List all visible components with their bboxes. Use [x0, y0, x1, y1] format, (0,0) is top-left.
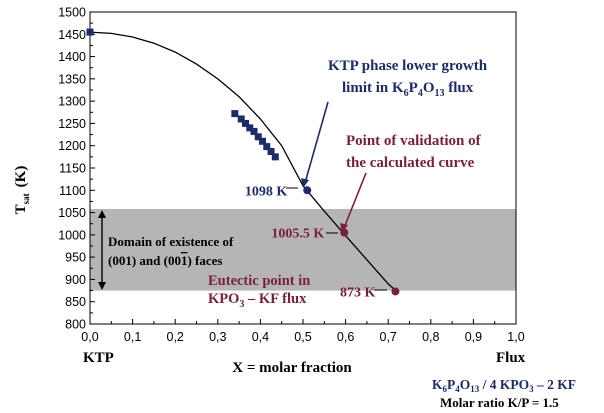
flux-composition: K6P4O13 / 4 KPO3 – 2 KF: [432, 377, 576, 394]
x-tick-label: 0,8: [422, 330, 439, 344]
validation-line2: the calculated curve: [346, 155, 475, 171]
y-tick-label: 1150: [59, 162, 86, 176]
ktp-limit-line2: limit in K6P4O13 flux: [342, 80, 474, 99]
ktp-limit-line1: KTP phase lower growth: [328, 58, 488, 74]
key-point-label-1098: 1098 K: [245, 184, 288, 199]
eutectic-line2: KPO3 – KF flux: [208, 291, 307, 310]
x-tick-label: 1,0: [507, 330, 524, 344]
data-point: [237, 115, 245, 123]
eutectic-line1: Eutectic point in: [208, 273, 310, 289]
validation-arrowhead: [340, 223, 348, 233]
y-tick-label: 1000: [58, 228, 86, 242]
key-point: [391, 287, 400, 296]
domain-band: [90, 209, 516, 291]
domain-line2: (001) and (001) faces: [108, 253, 222, 268]
validation-line1: Point of validation of: [346, 133, 482, 149]
y-tick-label: 1450: [58, 28, 86, 42]
data-point: [263, 143, 271, 151]
x-end-left-label: KTP: [83, 350, 114, 366]
data-point: [259, 137, 267, 145]
x-tick-label: 0,7: [380, 330, 397, 344]
x-tick-label: 0,1: [124, 330, 141, 344]
data-point: [250, 127, 258, 135]
x-tick-label: 0,4: [252, 330, 269, 344]
domain-arrow-bottom: [98, 282, 106, 290]
x-tick-label: 0,6: [337, 330, 354, 344]
x-axis-ticks: 0,0 0,1 0,2 0,3 0,4 0,5 0,6 0,7 0,8 0,9 1,0: [81, 319, 525, 344]
y-tick-label: 1500: [58, 6, 86, 20]
ktp-limit-arrowhead: [301, 178, 309, 188]
y-tick-label: 900: [65, 273, 86, 287]
x-tick-label: 0,0: [81, 330, 98, 344]
data-point: [246, 124, 254, 132]
y-tick-label: 1100: [59, 184, 86, 198]
key-point: [303, 186, 312, 195]
y-tick-label: 950: [65, 251, 86, 265]
y-axis-ticks: 800 850 900 950 1000 1050 1100 1150 1200 1250 1300…: [58, 6, 95, 332]
ktp-limit-arrow: [304, 101, 329, 184]
data-point: [267, 148, 275, 156]
y-tick-label: 1400: [58, 50, 86, 64]
y-axis-label: Tsat(K): [13, 166, 31, 215]
data-point: [231, 110, 239, 118]
data-point: [254, 133, 262, 141]
data-point: [86, 28, 94, 36]
key-point-label-1005: 1005.5 K: [271, 227, 324, 242]
molar-ratio: Molar ratio K/P = 1.5: [440, 395, 559, 410]
key-point-label-873: 873 K: [340, 285, 376, 300]
x-tick-label: 0,2: [167, 330, 184, 344]
y-tick-label: 1300: [58, 95, 86, 109]
x-tick-label: 0,5: [294, 330, 311, 344]
y-tick-label: 800: [65, 318, 86, 332]
x-end-right-label: Flux: [496, 350, 526, 366]
x-tick-label: 0,3: [209, 330, 226, 344]
data-point: [241, 119, 249, 127]
x-axis-label: X = molar fraction: [232, 360, 352, 376]
x-tick-label: 0,9: [465, 330, 482, 344]
experimental-points: [86, 28, 279, 161]
y-tick-label: 1200: [58, 139, 86, 153]
data-point: [271, 153, 279, 161]
domain-arrow-top: [98, 210, 106, 218]
validation-arrow: [343, 172, 367, 229]
saturation-curve: [89, 31, 398, 292]
y-tick-label: 1350: [58, 72, 86, 86]
y-tick-label: 850: [65, 295, 86, 309]
domain-line1: Domain of existence of: [108, 234, 234, 249]
y-tick-label: 1250: [58, 117, 86, 131]
y-tick-label: 1050: [58, 206, 86, 220]
